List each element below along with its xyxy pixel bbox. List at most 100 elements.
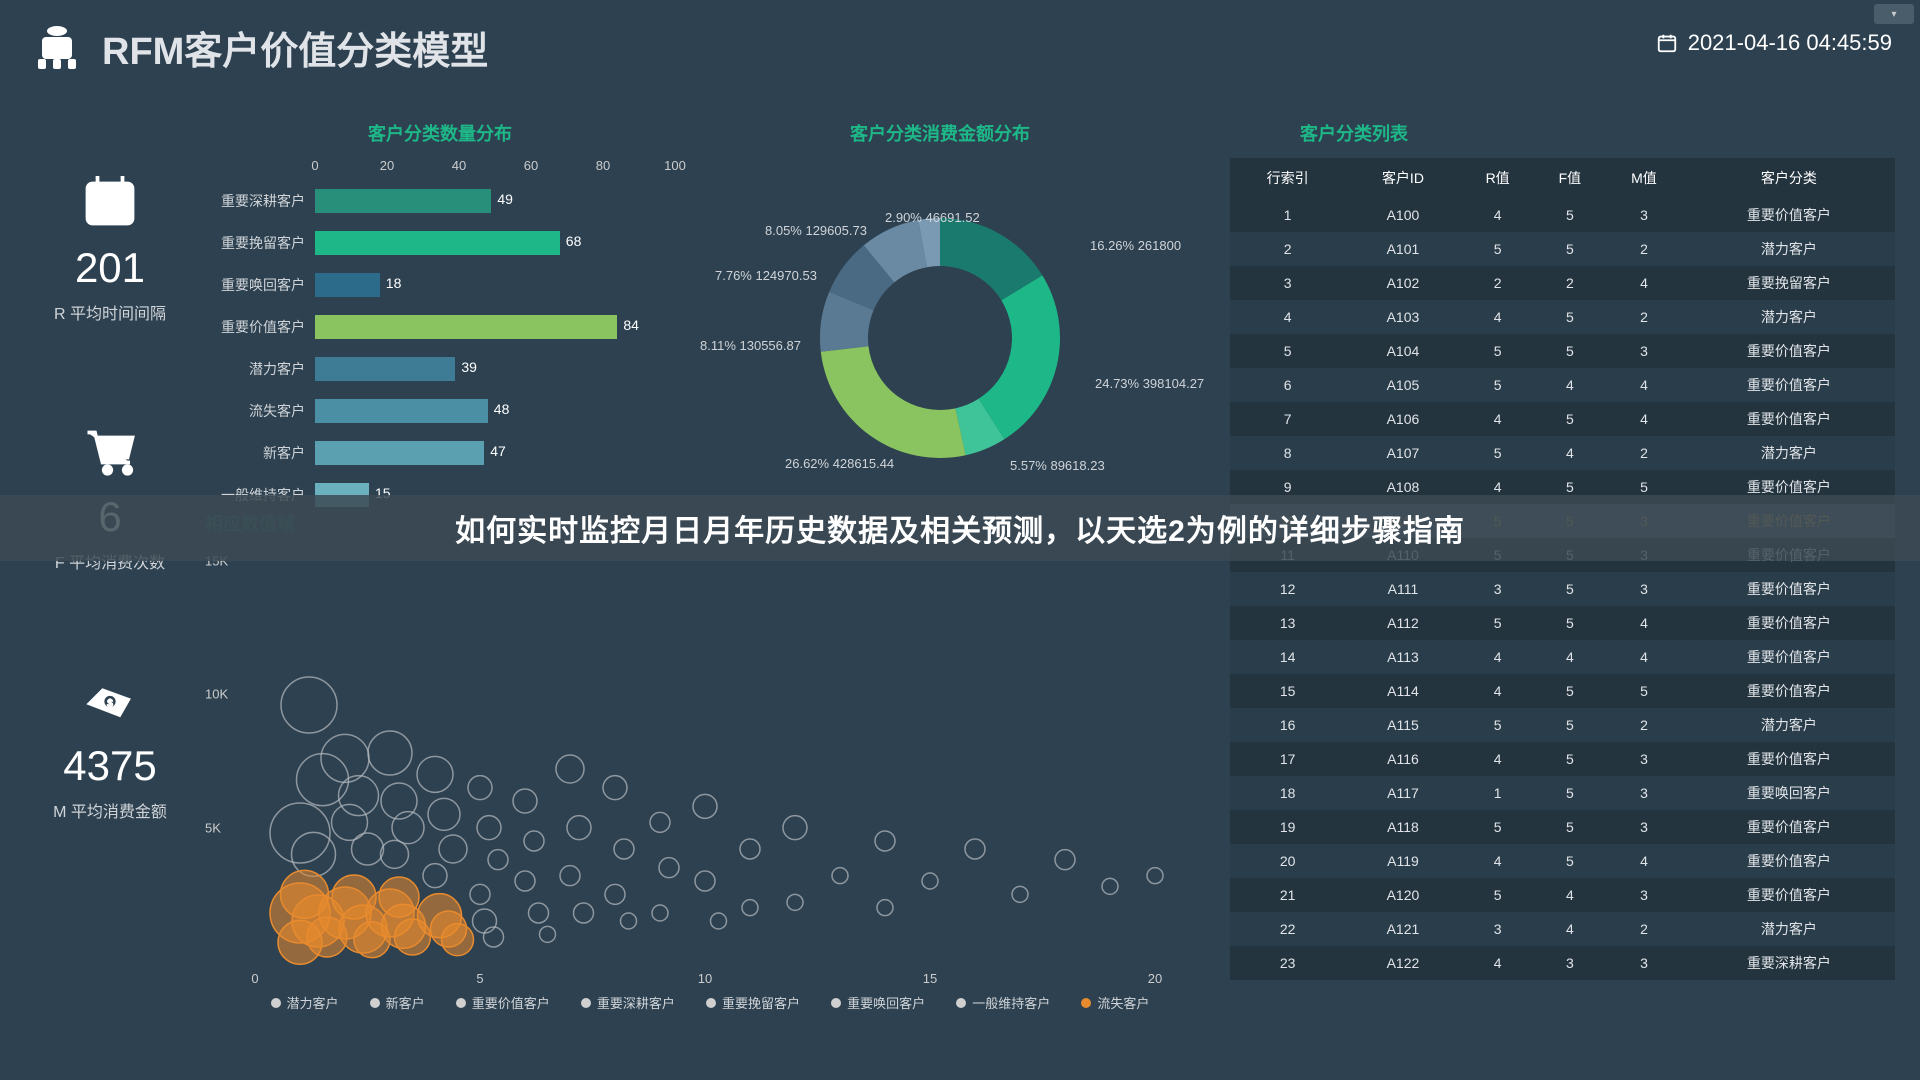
bubble-point[interactable] (783, 816, 807, 840)
table-row[interactable]: 15A114455重要价值客户 (1230, 674, 1895, 708)
table-row[interactable]: 3A102224重要挽留客户 (1230, 266, 1895, 300)
legend-item[interactable]: 潜力客户 (271, 993, 339, 1012)
bubble-point[interactable] (379, 877, 419, 917)
table-cell: 潜力客户 (1683, 912, 1895, 946)
bubble-point[interactable] (321, 734, 369, 782)
bubble-point[interactable] (832, 868, 848, 884)
bubble-point[interactable] (1055, 850, 1075, 870)
bubble-point[interactable] (439, 835, 467, 863)
bubble-point[interactable] (470, 884, 490, 904)
bubble-point[interactable] (711, 913, 727, 929)
legend-item[interactable]: 流失客户 (1081, 993, 1149, 1012)
table-cell: 5 (1605, 674, 1683, 708)
bubble-point[interactable] (417, 756, 453, 792)
bubble-point[interactable] (1147, 868, 1163, 884)
table-row[interactable]: 16A115552潜力客户 (1230, 708, 1895, 742)
donut-slice[interactable] (821, 346, 966, 458)
bubble-point[interactable] (567, 816, 591, 840)
legend-item[interactable]: 新客户 (370, 993, 425, 1012)
datetime-text: 2021-04-16 04:45:59 (1688, 30, 1892, 56)
donut-slice[interactable] (979, 275, 1060, 439)
table-row[interactable]: 23A122433重要深耕客户 (1230, 946, 1895, 980)
bubble-point[interactable] (442, 924, 474, 956)
bubble-point[interactable] (695, 871, 715, 891)
bubble-point[interactable] (574, 903, 594, 923)
bubble-point[interactable] (339, 776, 379, 816)
bar[interactable]: 18 (315, 273, 380, 297)
legend-item[interactable]: 重要价值客户 (456, 993, 550, 1012)
bubble-point[interactable] (659, 858, 679, 878)
table-row[interactable]: 19A118553重要价值客户 (1230, 810, 1895, 844)
overlay-banner: 如何实时监控月日月年历史数据及相关预测，以天选2为例的详细步骤指南 (0, 495, 1920, 561)
bubble-point[interactable] (524, 831, 544, 851)
bubble-point[interactable] (278, 920, 322, 964)
bubble-point[interactable] (381, 840, 409, 868)
bubble-point[interactable] (652, 905, 668, 921)
bubble-point[interactable] (1012, 886, 1028, 902)
bar[interactable]: 84 (315, 315, 617, 339)
bubble-point[interactable] (368, 731, 412, 775)
legend-item[interactable]: 重要挽留客户 (706, 993, 800, 1012)
table-row[interactable]: 12A111353重要价值客户 (1230, 572, 1895, 606)
bubble-point[interactable] (1102, 878, 1118, 894)
bubble-point[interactable] (540, 926, 556, 942)
table-row[interactable]: 7A106454重要价值客户 (1230, 402, 1895, 436)
bubble-point[interactable] (740, 839, 760, 859)
table-row[interactable]: 14A113444重要价值客户 (1230, 640, 1895, 674)
table-row[interactable]: 20A119454重要价值客户 (1230, 844, 1895, 878)
table-row[interactable]: 4A103452潜力客户 (1230, 300, 1895, 334)
bar[interactable]: 47 (315, 441, 484, 465)
bubble-point[interactable] (922, 873, 938, 889)
bubble-point[interactable] (875, 831, 895, 851)
bubble-point[interactable] (877, 900, 893, 916)
bubble-point[interactable] (423, 864, 447, 888)
bubble-point[interactable] (297, 754, 349, 806)
bubble-point[interactable] (787, 894, 803, 910)
bar[interactable]: 39 (315, 357, 455, 381)
bubble-point[interactable] (428, 798, 460, 830)
table-row[interactable]: 6A105544重要价值客户 (1230, 368, 1895, 402)
bubble-point[interactable] (965, 839, 985, 859)
bubble-point[interactable] (621, 913, 637, 929)
table-row[interactable]: 21A120543重要价值客户 (1230, 878, 1895, 912)
bubble-point[interactable] (560, 866, 580, 886)
bubble-point[interactable] (605, 884, 625, 904)
bubble-point[interactable] (488, 850, 508, 870)
table-row[interactable]: 8A107542潜力客户 (1230, 436, 1895, 470)
bar[interactable]: 68 (315, 231, 560, 255)
table-cell: 23 (1230, 946, 1345, 980)
table-cell: 2 (1605, 912, 1683, 946)
table-row[interactable]: 17A116453重要价值客户 (1230, 742, 1895, 776)
bubble-point[interactable] (529, 903, 549, 923)
bubble-point[interactable] (603, 776, 627, 800)
bubble-point[interactable] (614, 839, 634, 859)
bubble-point[interactable] (332, 804, 368, 840)
table-row[interactable]: 5A104553重要价值客户 (1230, 334, 1895, 368)
legend-item[interactable]: 重要深耕客户 (581, 993, 675, 1012)
legend-item[interactable]: 重要唤回客户 (831, 993, 925, 1012)
bubble-point[interactable] (468, 776, 492, 800)
bubble-point[interactable] (352, 833, 384, 865)
bubble-point[interactable] (556, 755, 584, 783)
table-cell: 7 (1230, 402, 1345, 436)
bar[interactable]: 48 (315, 399, 488, 423)
table-row[interactable]: 1A100453重要价值客户 (1230, 198, 1895, 232)
collapse-toggle[interactable]: ▾ (1874, 4, 1914, 24)
legend-item[interactable]: 一般维持客户 (956, 993, 1050, 1012)
table-row[interactable]: 22A121342潜力客户 (1230, 912, 1895, 946)
bubble-point[interactable] (292, 832, 336, 876)
bubble-point[interactable] (473, 909, 497, 933)
bar-row: 重要挽留客户68 (205, 222, 675, 264)
bubble-point[interactable] (515, 871, 535, 891)
bubble-point[interactable] (650, 812, 670, 832)
bubble-point[interactable] (693, 794, 717, 818)
bubble-point[interactable] (281, 677, 337, 733)
table-cell: 20 (1230, 844, 1345, 878)
table-row[interactable]: 13A112554重要价值客户 (1230, 606, 1895, 640)
bubble-point[interactable] (742, 900, 758, 916)
table-row[interactable]: 18A117153重要唤回客户 (1230, 776, 1895, 810)
bubble-point[interactable] (477, 816, 501, 840)
bar[interactable]: 49 (315, 189, 491, 213)
bubble-point[interactable] (513, 789, 537, 813)
table-row[interactable]: 2A101552潜力客户 (1230, 232, 1895, 266)
